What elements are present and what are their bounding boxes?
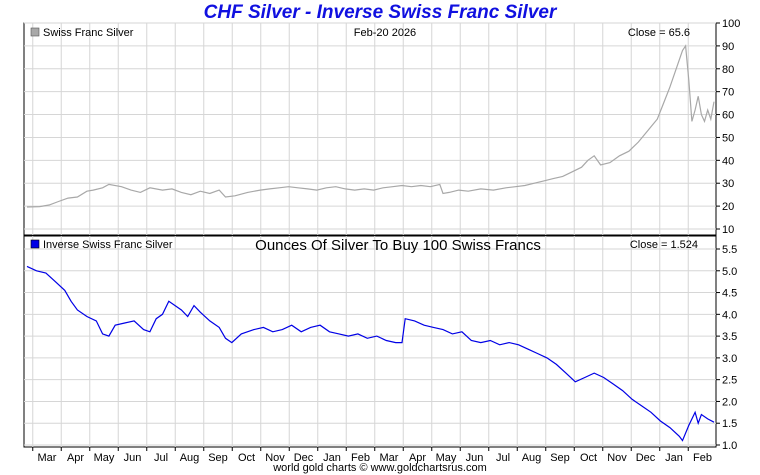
upper-grid bbox=[24, 22, 716, 235]
xtick-label: Feb bbox=[693, 452, 712, 464]
xtick-label: Jul bbox=[154, 452, 168, 464]
upper-ytick-label: 70 bbox=[722, 87, 734, 99]
lower-grid bbox=[24, 236, 716, 447]
xtick-label: Jun bbox=[124, 452, 142, 464]
xtick-label: May bbox=[436, 452, 457, 464]
chart-title: CHF Silver - Inverse Swiss Franc Silver bbox=[203, 2, 557, 23]
lower-ytick-label: 4.5 bbox=[722, 288, 737, 300]
lower-ytick-label: 2.5 bbox=[722, 375, 737, 387]
upper-ytick-label: 80 bbox=[722, 64, 734, 76]
upper-ytick-label: 90 bbox=[722, 41, 734, 53]
lower-ytick-label: 2.0 bbox=[722, 396, 737, 408]
lower-ytick-label: 3.0 bbox=[722, 353, 737, 365]
x-axis: Mar Apr May Jun Jul Aug Sep Oct Nov Dec Jan Feb Mar A… bbox=[32, 447, 712, 464]
upper-close-label: Close = 65.6 bbox=[628, 27, 690, 39]
lower-ytick-label: 3.5 bbox=[722, 331, 737, 343]
upper-ytick-label: 30 bbox=[722, 178, 734, 190]
xtick-label: Oct bbox=[580, 452, 597, 464]
upper-ytick-label: 20 bbox=[722, 201, 734, 213]
upper-ytick-label: 60 bbox=[722, 110, 734, 122]
lower-ytick-label: 5.5 bbox=[722, 244, 737, 256]
lower-ytick-label: 1.5 bbox=[722, 418, 737, 430]
xtick-label: Oct bbox=[238, 452, 255, 464]
xtick-label: Jun bbox=[466, 452, 484, 464]
lower-series-line bbox=[26, 265, 715, 442]
xtick-label: Feb bbox=[351, 452, 370, 464]
upper-panel-frame bbox=[23, 22, 717, 236]
xtick-label: Sep bbox=[208, 452, 228, 464]
footer-credit: world gold charts © www.goldchartsrus.co… bbox=[273, 462, 487, 474]
xtick-label: Jul bbox=[496, 452, 510, 464]
lower-panel-title: Ounces Of Silver To Buy 100 Swiss Francs bbox=[255, 237, 541, 254]
lower-ytick-label: 1.0 bbox=[722, 440, 737, 452]
upper-ytick-label: 10 bbox=[722, 224, 734, 236]
xtick-label: Dec bbox=[294, 452, 314, 464]
xtick-label: Jan bbox=[665, 452, 683, 464]
upper-legend-label: Swiss Franc Silver bbox=[43, 27, 134, 39]
xtick-label: Dec bbox=[636, 452, 656, 464]
upper-legend-swatch bbox=[30, 27, 40, 37]
xtick-label: Nov bbox=[607, 452, 627, 464]
lower-ytick-label: 4.0 bbox=[722, 309, 737, 321]
xtick-label: Nov bbox=[265, 452, 285, 464]
upper-date-label: Feb-20 2026 bbox=[354, 27, 416, 39]
xtick-label: Sep bbox=[550, 452, 570, 464]
lower-y-axis: 1.0 1.5 2.0 2.5 3.0 3.5 4.0 4.5 5.0 5.5 bbox=[716, 244, 737, 452]
upper-ytick-label: 100 bbox=[722, 18, 740, 30]
xtick-label: May bbox=[94, 452, 115, 464]
lower-legend-swatch bbox=[30, 239, 40, 249]
xtick-label: Mar bbox=[38, 452, 57, 464]
xtick-label: Aug bbox=[180, 452, 200, 464]
xtick-label: Mar bbox=[380, 452, 399, 464]
upper-ytick-label: 50 bbox=[722, 132, 734, 144]
lower-close-label: Close = 1.524 bbox=[630, 239, 698, 251]
upper-y-axis: 10 20 30 40 50 60 70 80 90 100 bbox=[716, 18, 740, 236]
upper-series-line bbox=[26, 44, 715, 208]
lower-legend-label: Inverse Swiss Franc Silver bbox=[43, 239, 173, 251]
xtick-label: Aug bbox=[522, 452, 542, 464]
xtick-label: Jan bbox=[323, 452, 341, 464]
lower-panel-frame bbox=[23, 235, 717, 448]
xtick-label: Apr bbox=[409, 452, 426, 464]
xtick-label: Apr bbox=[67, 452, 84, 464]
lower-ytick-label: 5.0 bbox=[722, 266, 737, 278]
upper-ytick-label: 40 bbox=[722, 155, 734, 167]
